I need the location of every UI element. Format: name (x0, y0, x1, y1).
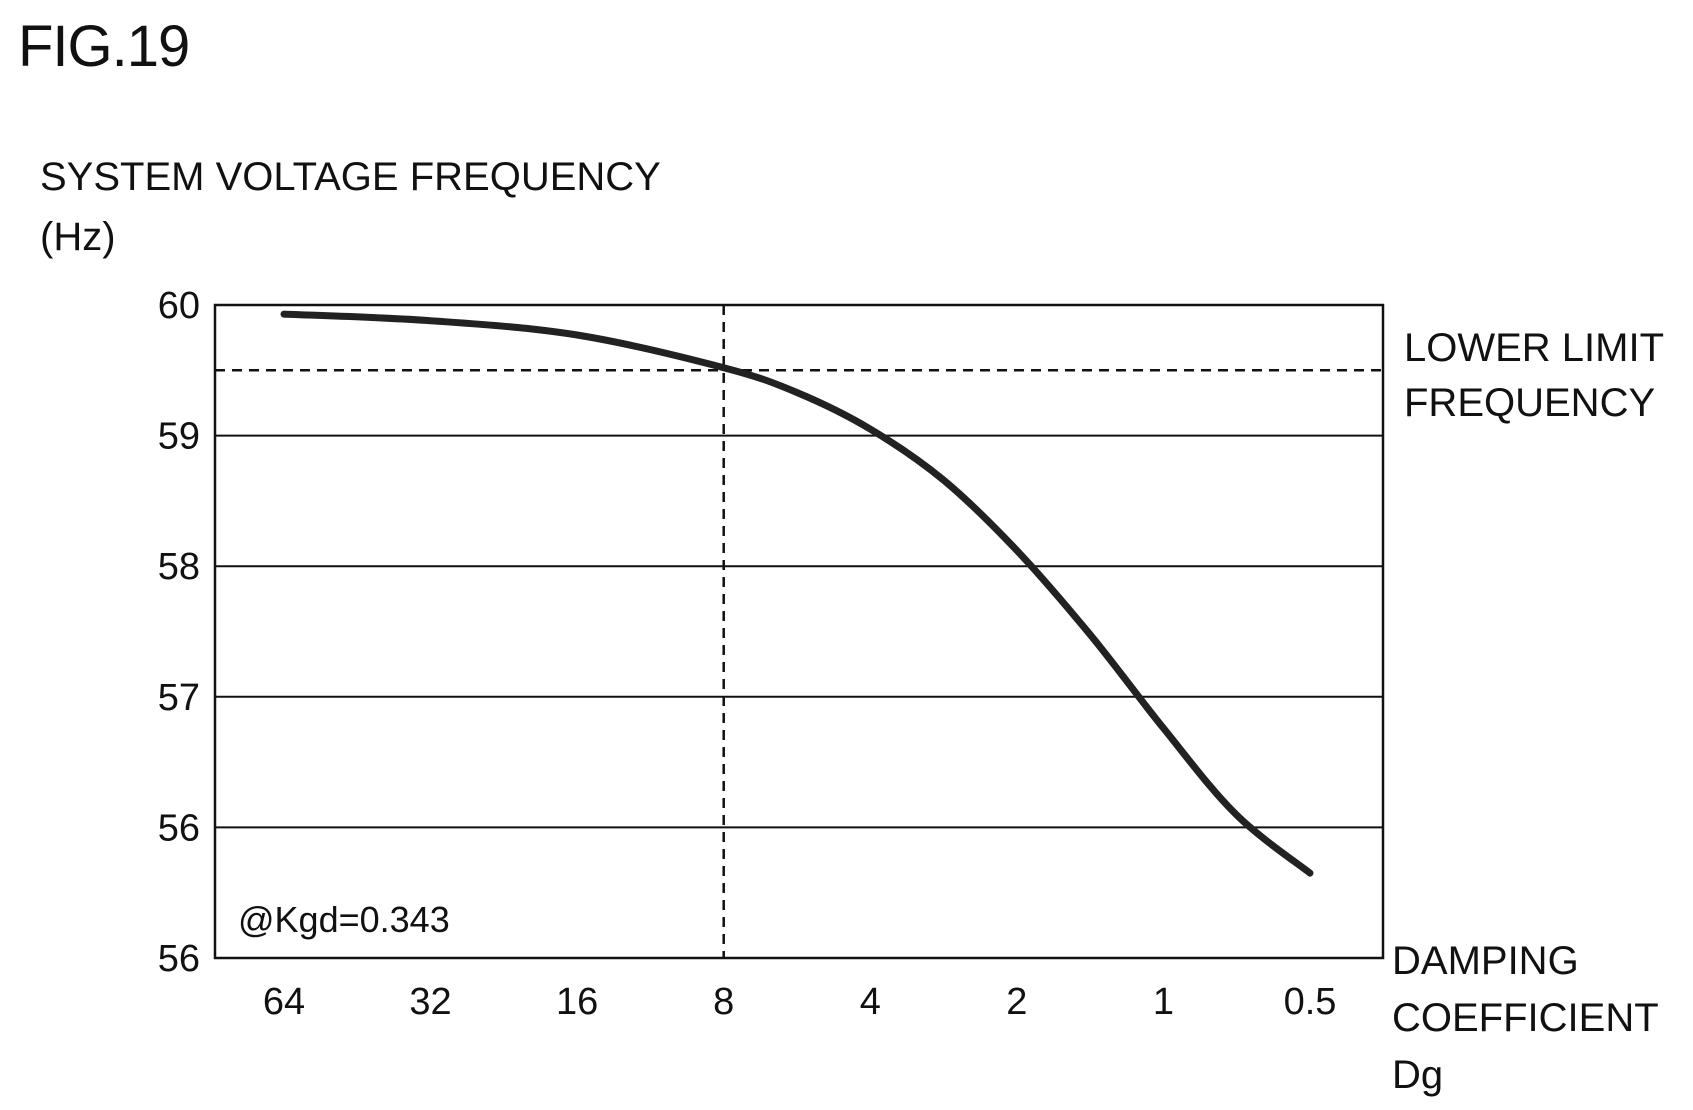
x-axis-label-line3: Dg (1392, 1053, 1443, 1097)
x-tick-label: 8 (713, 981, 734, 1023)
lower-limit-label-line1: LOWER LIMIT (1404, 326, 1664, 370)
y-tick-label: 56 (158, 807, 200, 849)
x-tick-label: 1 (1153, 981, 1174, 1023)
x-tick-label: 32 (409, 981, 451, 1023)
x-tick-label: 64 (263, 981, 305, 1023)
lower-limit-label-line2: FREQUENCY (1404, 381, 1655, 425)
plot-frame (213, 303, 1385, 960)
y-tick-label: 60 (158, 285, 200, 327)
y-tick-labels: 60 59 58 57 56 56 (158, 285, 200, 980)
y-tick-label: 59 (158, 416, 200, 458)
y-tick-label: 56 (158, 938, 200, 980)
x-tick-labels: 64 32 16 8 4 2 1 0.5 (263, 981, 1337, 1023)
y-axis-unit: (Hz) (40, 215, 116, 259)
x-tick-label: 0.5 (1284, 981, 1337, 1023)
x-tick-label: 2 (1006, 981, 1027, 1023)
y-axis-label: SYSTEM VOLTAGE FREQUENCY (40, 155, 661, 199)
grid-lines (215, 434, 1383, 829)
x-axis-label-line1: DAMPING (1392, 939, 1579, 983)
x-tick-label: 16 (556, 981, 598, 1023)
y-tick-label: 58 (158, 546, 200, 588)
y-tick-label: 57 (158, 677, 200, 719)
figure-title: FIG.19 (18, 14, 189, 79)
x-axis-label-line2: COEFFICIENT (1392, 996, 1659, 1040)
annotation-kgd: @Kgd=0.343 (238, 899, 450, 940)
series-line (280, 310, 1314, 877)
x-tick-label: 4 (860, 981, 881, 1023)
